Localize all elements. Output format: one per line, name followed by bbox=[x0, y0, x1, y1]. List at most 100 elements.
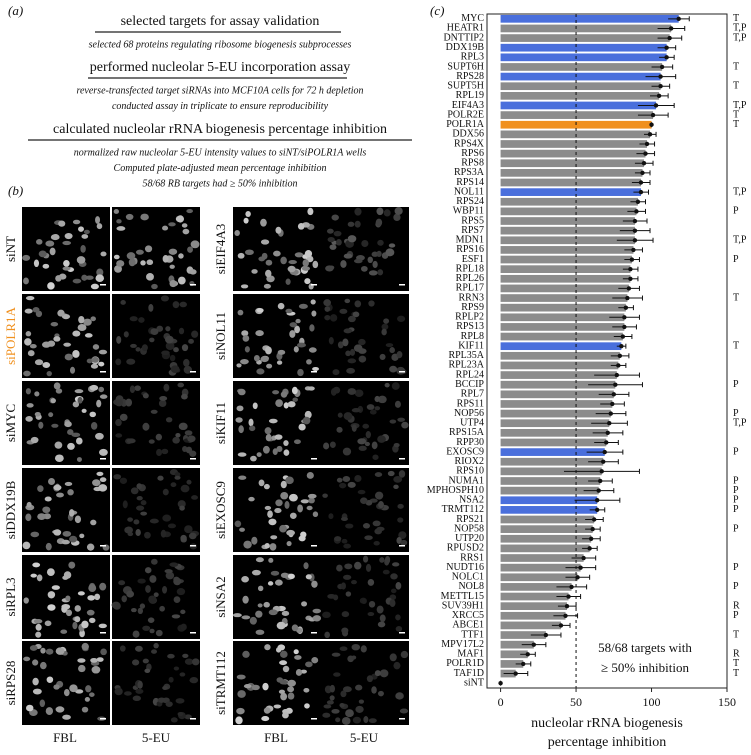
nucleus bbox=[393, 213, 401, 222]
nucleus bbox=[142, 392, 149, 399]
category-label: RRN3 bbox=[458, 292, 484, 303]
nucleus bbox=[135, 688, 144, 694]
micrograph bbox=[112, 468, 200, 552]
nucleus bbox=[379, 557, 385, 563]
nucleus bbox=[340, 260, 347, 268]
nucleus bbox=[270, 535, 278, 540]
bar bbox=[500, 496, 598, 505]
nucleus bbox=[345, 523, 354, 529]
nucleus bbox=[81, 642, 89, 651]
micrograph bbox=[22, 555, 110, 639]
scale-bar bbox=[100, 284, 106, 286]
nucleus bbox=[81, 620, 89, 629]
nucleus bbox=[377, 239, 384, 246]
nucleus bbox=[232, 613, 242, 618]
mean-dot bbox=[594, 498, 600, 503]
nucleus bbox=[245, 249, 254, 256]
nucleus bbox=[331, 708, 340, 714]
bar bbox=[500, 265, 631, 274]
nucleus bbox=[343, 543, 352, 549]
bar bbox=[500, 159, 644, 168]
nucleus bbox=[252, 402, 258, 410]
nucleus bbox=[328, 265, 335, 270]
nucleus bbox=[76, 457, 82, 462]
nucleus bbox=[69, 366, 76, 374]
category-label: MPHOSPH10 bbox=[427, 485, 484, 496]
nucleus bbox=[153, 592, 159, 598]
nucleus bbox=[126, 252, 136, 260]
nucleus bbox=[50, 234, 60, 241]
nucleus bbox=[363, 716, 369, 724]
category-label: RPS10 bbox=[456, 466, 484, 477]
mean-dot bbox=[628, 266, 633, 272]
nucleus bbox=[46, 568, 55, 576]
nucleus bbox=[361, 239, 369, 248]
nucleus bbox=[351, 655, 357, 660]
x-tick-label: 150 bbox=[718, 695, 736, 709]
nucleus bbox=[303, 562, 309, 570]
category-label: RPS15A bbox=[449, 427, 485, 438]
bar bbox=[500, 419, 610, 428]
nucleus bbox=[255, 629, 265, 635]
nucleus bbox=[272, 448, 278, 456]
category-label: RPS14 bbox=[456, 177, 484, 188]
nucleus bbox=[33, 619, 43, 624]
nucleus bbox=[268, 518, 277, 526]
nucleus bbox=[67, 489, 74, 496]
nucleus bbox=[377, 269, 384, 276]
nucleus bbox=[280, 491, 289, 500]
nucleus bbox=[87, 595, 96, 601]
nucleus bbox=[160, 529, 167, 538]
category-label: RPS9 bbox=[461, 302, 484, 313]
nucleus bbox=[115, 398, 123, 407]
mean-dot bbox=[610, 401, 615, 407]
nucleus bbox=[148, 595, 157, 604]
scale-bar bbox=[311, 632, 317, 634]
nucleus bbox=[326, 228, 334, 234]
nucleus bbox=[115, 433, 123, 438]
bar bbox=[500, 111, 654, 119]
nucleus bbox=[242, 335, 250, 342]
row-label: siTRMT112 bbox=[213, 651, 228, 715]
nucleus bbox=[368, 300, 375, 307]
step-detail: 58/68 RB targets had ≥ 50% inhibition bbox=[142, 178, 297, 189]
mean-dot bbox=[676, 16, 681, 22]
nucleus bbox=[395, 614, 401, 621]
nucleus bbox=[147, 617, 155, 623]
step-detail: selected 68 proteins regulating ribosome… bbox=[89, 39, 352, 50]
mean-dot bbox=[638, 180, 644, 185]
nucleus bbox=[95, 274, 105, 283]
nucleus bbox=[256, 452, 262, 457]
nucleus bbox=[307, 207, 314, 216]
nucleus bbox=[255, 610, 263, 618]
nucleus bbox=[306, 472, 314, 479]
bar bbox=[500, 197, 638, 206]
nucleus bbox=[62, 240, 72, 246]
bar bbox=[500, 650, 528, 659]
nucleus bbox=[357, 489, 366, 495]
nucleus bbox=[374, 406, 381, 411]
nucleus bbox=[81, 706, 89, 713]
mean-dot bbox=[658, 74, 663, 79]
bar bbox=[500, 72, 661, 81]
nucleus bbox=[116, 219, 122, 224]
nucleus bbox=[149, 628, 155, 634]
tag-label: T bbox=[733, 658, 739, 669]
nucleus bbox=[335, 717, 341, 723]
nucleus bbox=[81, 408, 87, 413]
nucleus bbox=[354, 389, 364, 397]
tag-label: T bbox=[733, 109, 739, 120]
nucleus bbox=[362, 523, 371, 529]
micrograph bbox=[233, 207, 321, 291]
nucleus bbox=[372, 454, 379, 460]
tag-label: R bbox=[733, 649, 740, 660]
nucleus bbox=[287, 679, 296, 687]
nucleus bbox=[173, 347, 179, 353]
nucleus bbox=[266, 363, 273, 369]
category-label: DDX56 bbox=[452, 129, 484, 140]
mean-dot bbox=[599, 469, 604, 474]
bar bbox=[500, 34, 670, 42]
nucleus bbox=[140, 213, 149, 221]
nucleus bbox=[32, 659, 39, 666]
mean-dot bbox=[625, 295, 630, 301]
